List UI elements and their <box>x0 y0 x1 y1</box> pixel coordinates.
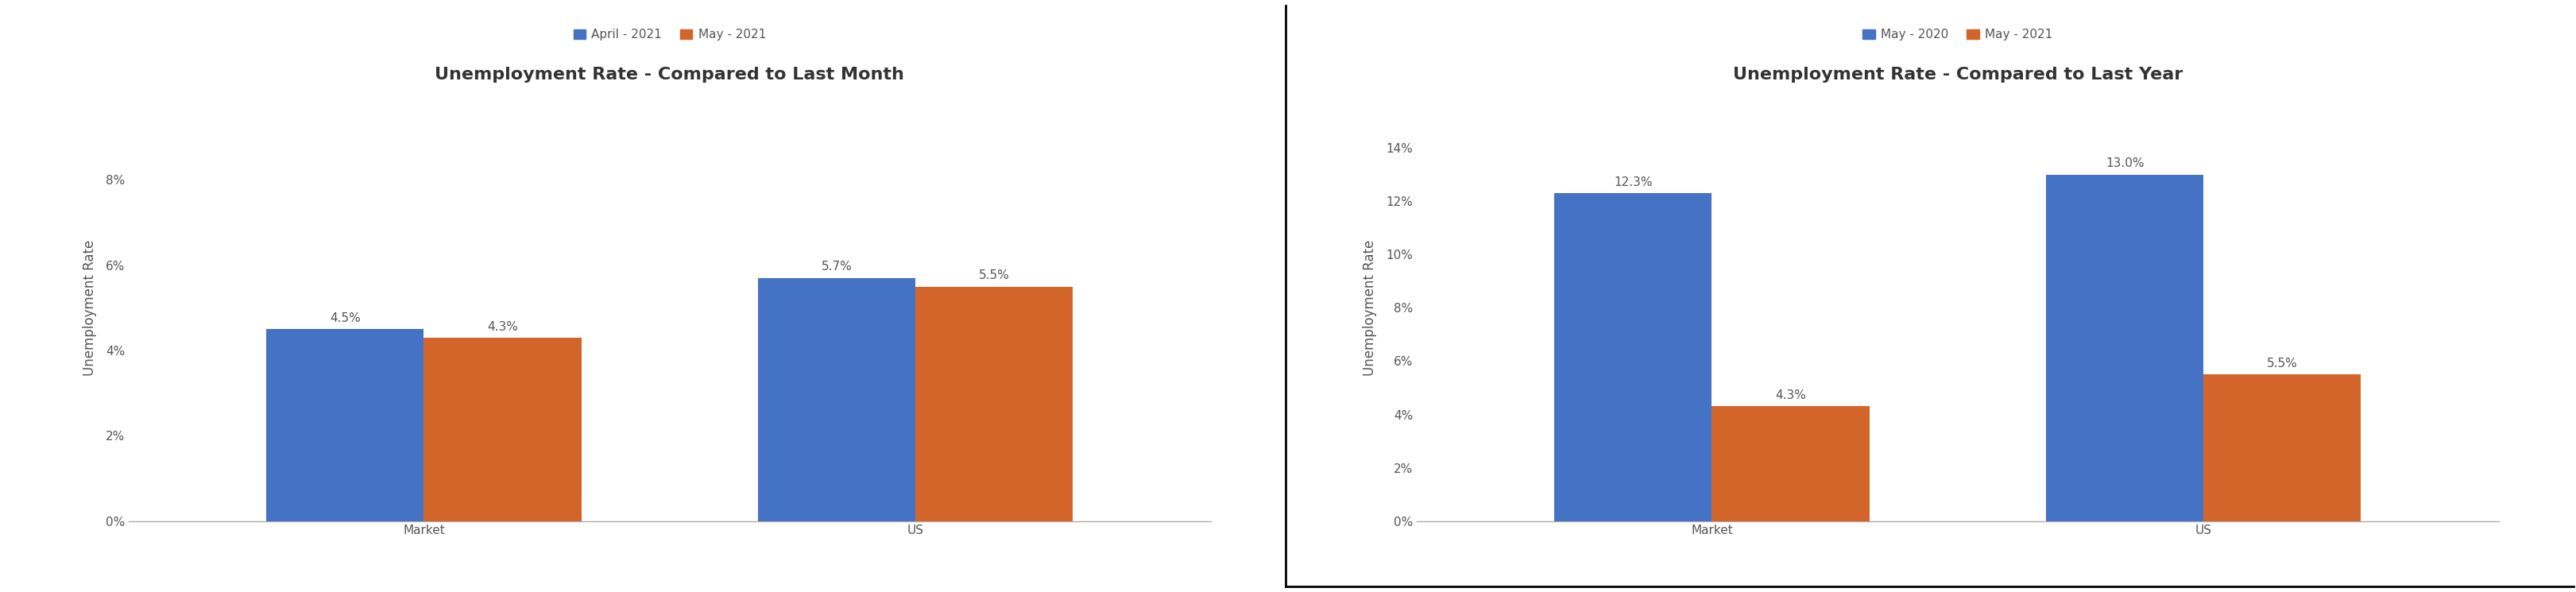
Bar <box>914 287 1074 521</box>
Bar <box>425 337 582 521</box>
Title: Unemployment Rate - Compared to Last Month: Unemployment Rate - Compared to Last Mon… <box>435 66 904 82</box>
Text: 4.5%: 4.5% <box>330 312 361 324</box>
Text: 4.3%: 4.3% <box>1775 390 1806 401</box>
Bar <box>1553 193 1713 521</box>
Bar <box>1713 406 1870 521</box>
Legend: May - 2020, May - 2021: May - 2020, May - 2021 <box>1857 24 2058 46</box>
Text: 13.0%: 13.0% <box>2105 157 2143 169</box>
Legend: April - 2021, May - 2021: April - 2021, May - 2021 <box>569 24 770 46</box>
Text: 12.3%: 12.3% <box>1615 176 1651 188</box>
Text: 5.5%: 5.5% <box>979 269 1010 281</box>
Text: 5.5%: 5.5% <box>2267 358 2298 369</box>
Y-axis label: Unemployment Rate: Unemployment Rate <box>1363 240 1378 376</box>
Bar <box>2202 375 2362 521</box>
Text: 5.7%: 5.7% <box>822 261 853 273</box>
Bar <box>2045 175 2202 521</box>
Bar <box>757 278 914 521</box>
Bar <box>265 329 425 521</box>
Text: 4.3%: 4.3% <box>487 321 518 333</box>
Title: Unemployment Rate - Compared to Last Year: Unemployment Rate - Compared to Last Yea… <box>1734 66 2182 82</box>
Y-axis label: Unemployment Rate: Unemployment Rate <box>82 240 98 376</box>
